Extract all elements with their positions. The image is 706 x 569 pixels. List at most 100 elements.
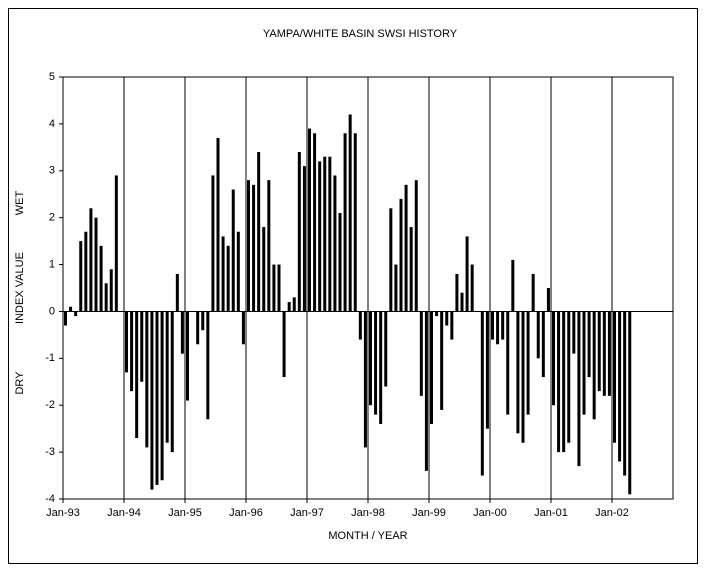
x-tick-label: Jan-01 — [534, 507, 568, 519]
bar — [211, 175, 215, 312]
bar — [114, 175, 118, 312]
bar — [409, 227, 413, 312]
bar — [333, 175, 337, 312]
bar — [424, 311, 428, 471]
bar — [196, 311, 200, 345]
bar — [338, 212, 342, 312]
bar — [94, 217, 98, 312]
y-tick-label: -4 — [45, 493, 55, 505]
bar — [104, 283, 108, 312]
bar — [384, 311, 388, 387]
bar — [231, 189, 235, 312]
chart-title: YAMPA/WHITE BASIN SWSI HISTORY — [263, 28, 458, 40]
bar — [84, 231, 88, 312]
bar — [175, 273, 179, 312]
bar — [465, 236, 469, 312]
bar — [247, 180, 250, 312]
bar — [277, 264, 281, 312]
bar — [521, 311, 525, 443]
y-tick-label: -2 — [45, 399, 55, 411]
bar — [216, 137, 220, 312]
bar — [89, 208, 93, 312]
x-tick-label: Jan-00 — [473, 507, 507, 519]
bar — [140, 311, 144, 382]
bar — [592, 311, 596, 420]
bar — [491, 311, 494, 340]
bar — [201, 311, 205, 331]
bar — [64, 311, 67, 326]
bar — [267, 180, 271, 312]
bar — [150, 311, 154, 490]
bar — [236, 231, 240, 312]
bar — [623, 311, 627, 476]
frame — [8, 8, 698, 564]
bar — [389, 208, 393, 312]
bar — [602, 311, 606, 396]
bar — [353, 133, 357, 312]
bar — [135, 311, 139, 439]
bar — [557, 311, 561, 453]
bar — [536, 311, 540, 359]
bar — [531, 273, 535, 312]
bar — [562, 311, 566, 453]
x-tick-label: Jan-02 — [595, 507, 629, 519]
x-tick-label: Jan-95 — [168, 507, 202, 519]
x-axis-label: MONTH / YEAR — [328, 530, 407, 542]
bar — [567, 311, 571, 443]
bar — [607, 311, 611, 396]
bar — [379, 311, 383, 424]
bar — [308, 128, 311, 312]
x-tick-label: Jan-99 — [412, 507, 446, 519]
y-tick-label: 5 — [49, 71, 55, 83]
bar — [125, 311, 128, 373]
bar — [430, 311, 433, 424]
bar — [226, 245, 230, 312]
bar — [272, 264, 276, 312]
bar — [323, 156, 327, 312]
bar — [282, 311, 286, 378]
bar — [180, 311, 184, 354]
bar — [613, 311, 616, 443]
bar — [292, 297, 296, 312]
bar — [485, 311, 489, 429]
bar — [450, 311, 454, 340]
bar — [170, 311, 174, 453]
bar — [262, 227, 266, 312]
x-tick-label: Jan-94 — [107, 507, 141, 519]
bar — [546, 288, 550, 312]
bar — [145, 311, 149, 448]
bar — [241, 311, 245, 345]
bar — [160, 311, 164, 481]
bar — [526, 311, 530, 415]
bar — [577, 311, 581, 467]
bar — [552, 311, 555, 406]
y-tick-label: 0 — [49, 305, 55, 317]
y-tick-label: 3 — [49, 165, 55, 177]
bar — [618, 311, 622, 462]
bar — [302, 166, 306, 312]
bar — [69, 306, 73, 312]
bar — [506, 311, 510, 415]
x-tick-label: Jan-93 — [46, 507, 80, 519]
bar — [155, 311, 159, 485]
bar — [419, 311, 423, 396]
bar — [99, 245, 103, 312]
y-tick-label: 4 — [49, 118, 55, 130]
bar — [358, 311, 362, 340]
bar — [74, 311, 78, 317]
bar — [496, 311, 500, 345]
bar — [587, 311, 591, 378]
y-axis-label: DRY INDEX VALUE WET — [14, 191, 26, 395]
y-label-middle: INDEX VALUE — [14, 252, 26, 324]
bar — [186, 311, 189, 401]
y-label-high: WET — [14, 191, 26, 216]
bar — [516, 311, 520, 434]
bar — [572, 311, 576, 354]
bar — [394, 264, 398, 312]
bar — [541, 311, 545, 378]
bar — [252, 184, 256, 312]
bar — [628, 311, 632, 495]
y-tick-label: 2 — [49, 212, 55, 224]
bar — [460, 292, 464, 312]
